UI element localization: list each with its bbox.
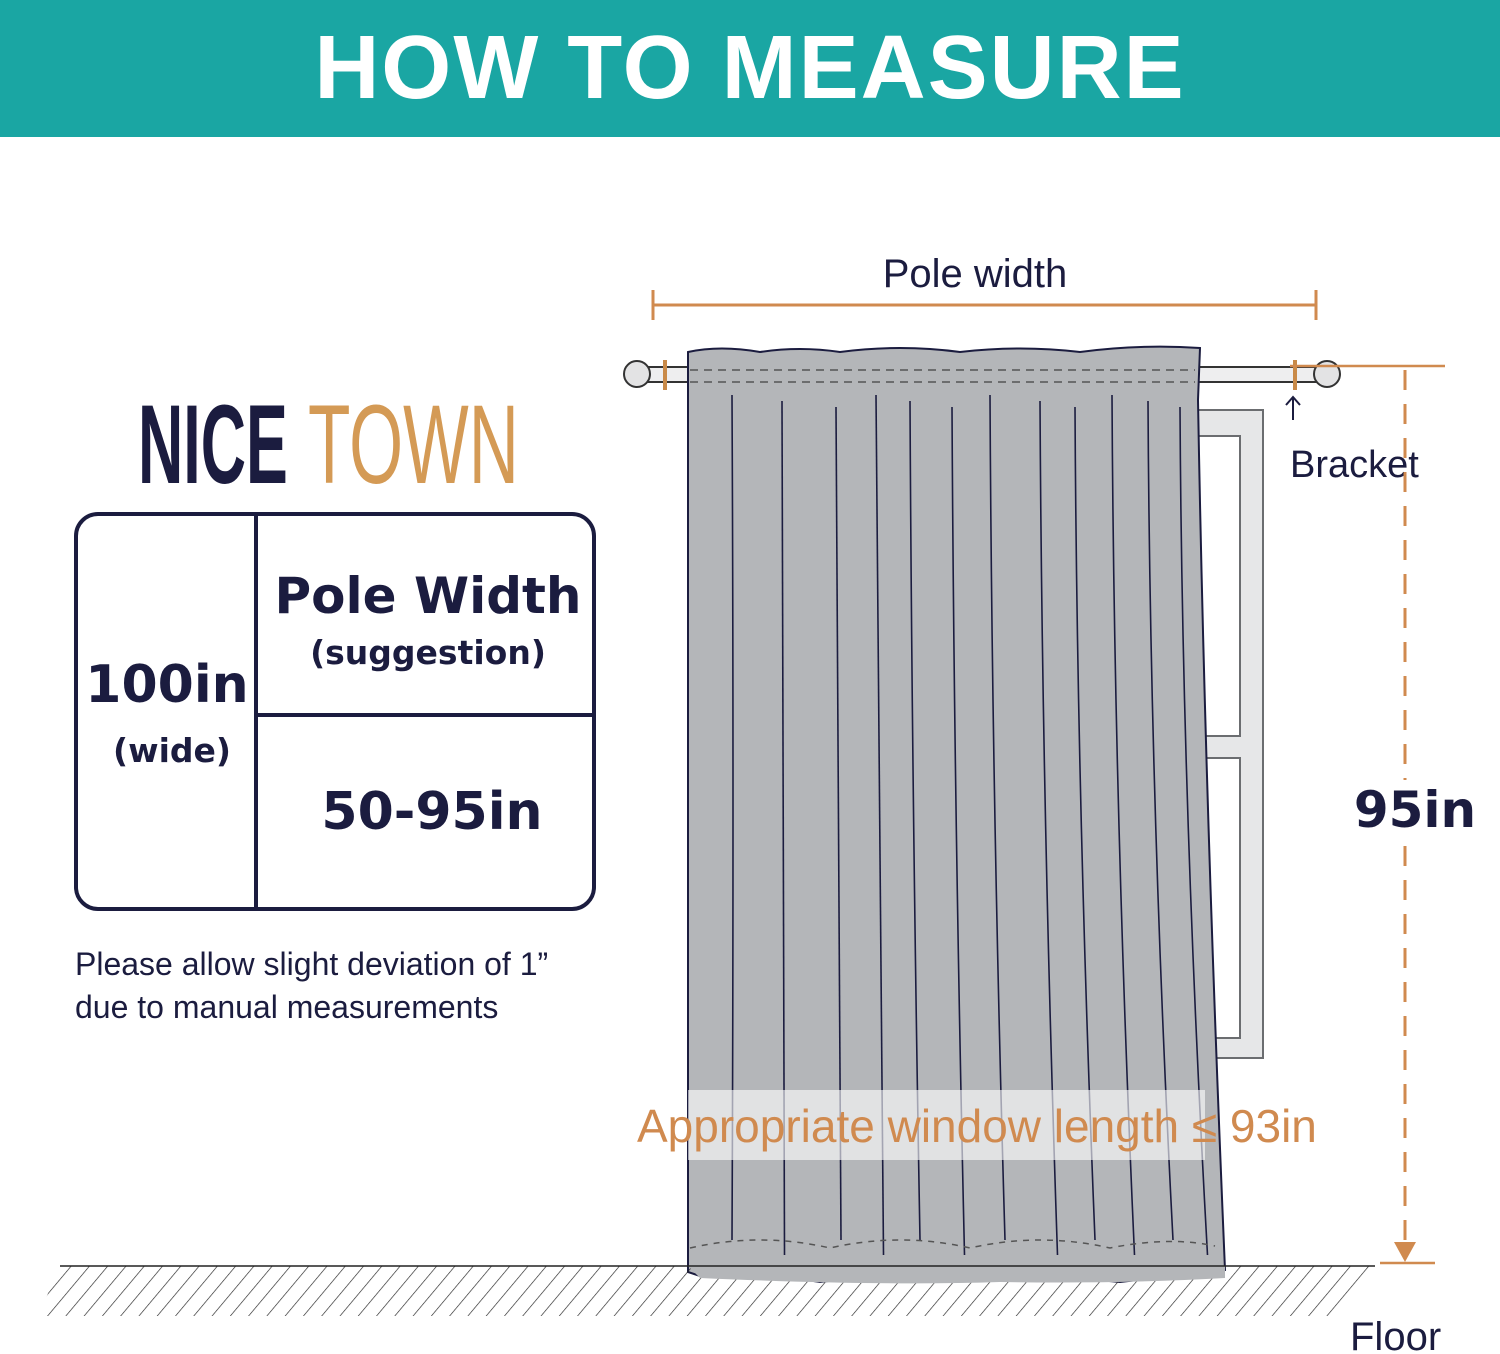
brand-logo: NICE TOWN [138,382,519,508]
width-value: 100in [85,655,248,715]
floor-label: Floor [1350,1315,1441,1354]
arrow-down-icon [1394,1242,1416,1262]
size-table: 100in (wide) Pole Width (suggestion) 50-… [74,512,596,911]
bracket-right [1293,360,1297,390]
length-value: 95in [1354,781,1476,839]
rod-finial-right [1313,360,1341,388]
deviation-note: Please allow slight deviation of 1” due … [75,943,548,1029]
curtain [686,345,1227,1284]
header-banner: HOW TO MEASURE [0,0,1500,137]
pole-width-subheader: (suggestion) [310,633,546,672]
logo-town: TOWN [308,382,519,507]
pole-width-dimension: Pole width [651,252,1318,320]
pole-width-header: Pole Width [274,567,581,625]
pole-width-range: 50-95in [321,782,542,842]
bracket-label: Bracket [1290,444,1419,486]
length-dimension: 95in [1290,364,1480,1265]
width-label: (wide) [113,731,231,770]
logo-nice: NICE [138,383,288,508]
bracket-callout: Bracket [1285,395,1419,486]
floor: Floor [38,1265,1441,1354]
page-title: HOW TO MEASURE [314,18,1186,118]
rod-finial-left [623,360,651,388]
window-length-note: Appropriate window length ≤ 93in [637,1100,1317,1152]
note-line-2: due to manual measurements [75,989,499,1025]
bracket-left [663,360,667,390]
window-length-highlight [688,1090,1205,1160]
pole-width-label: Pole width [883,252,1068,296]
note-line-1: Please allow slight deviation of 1” [75,946,549,982]
